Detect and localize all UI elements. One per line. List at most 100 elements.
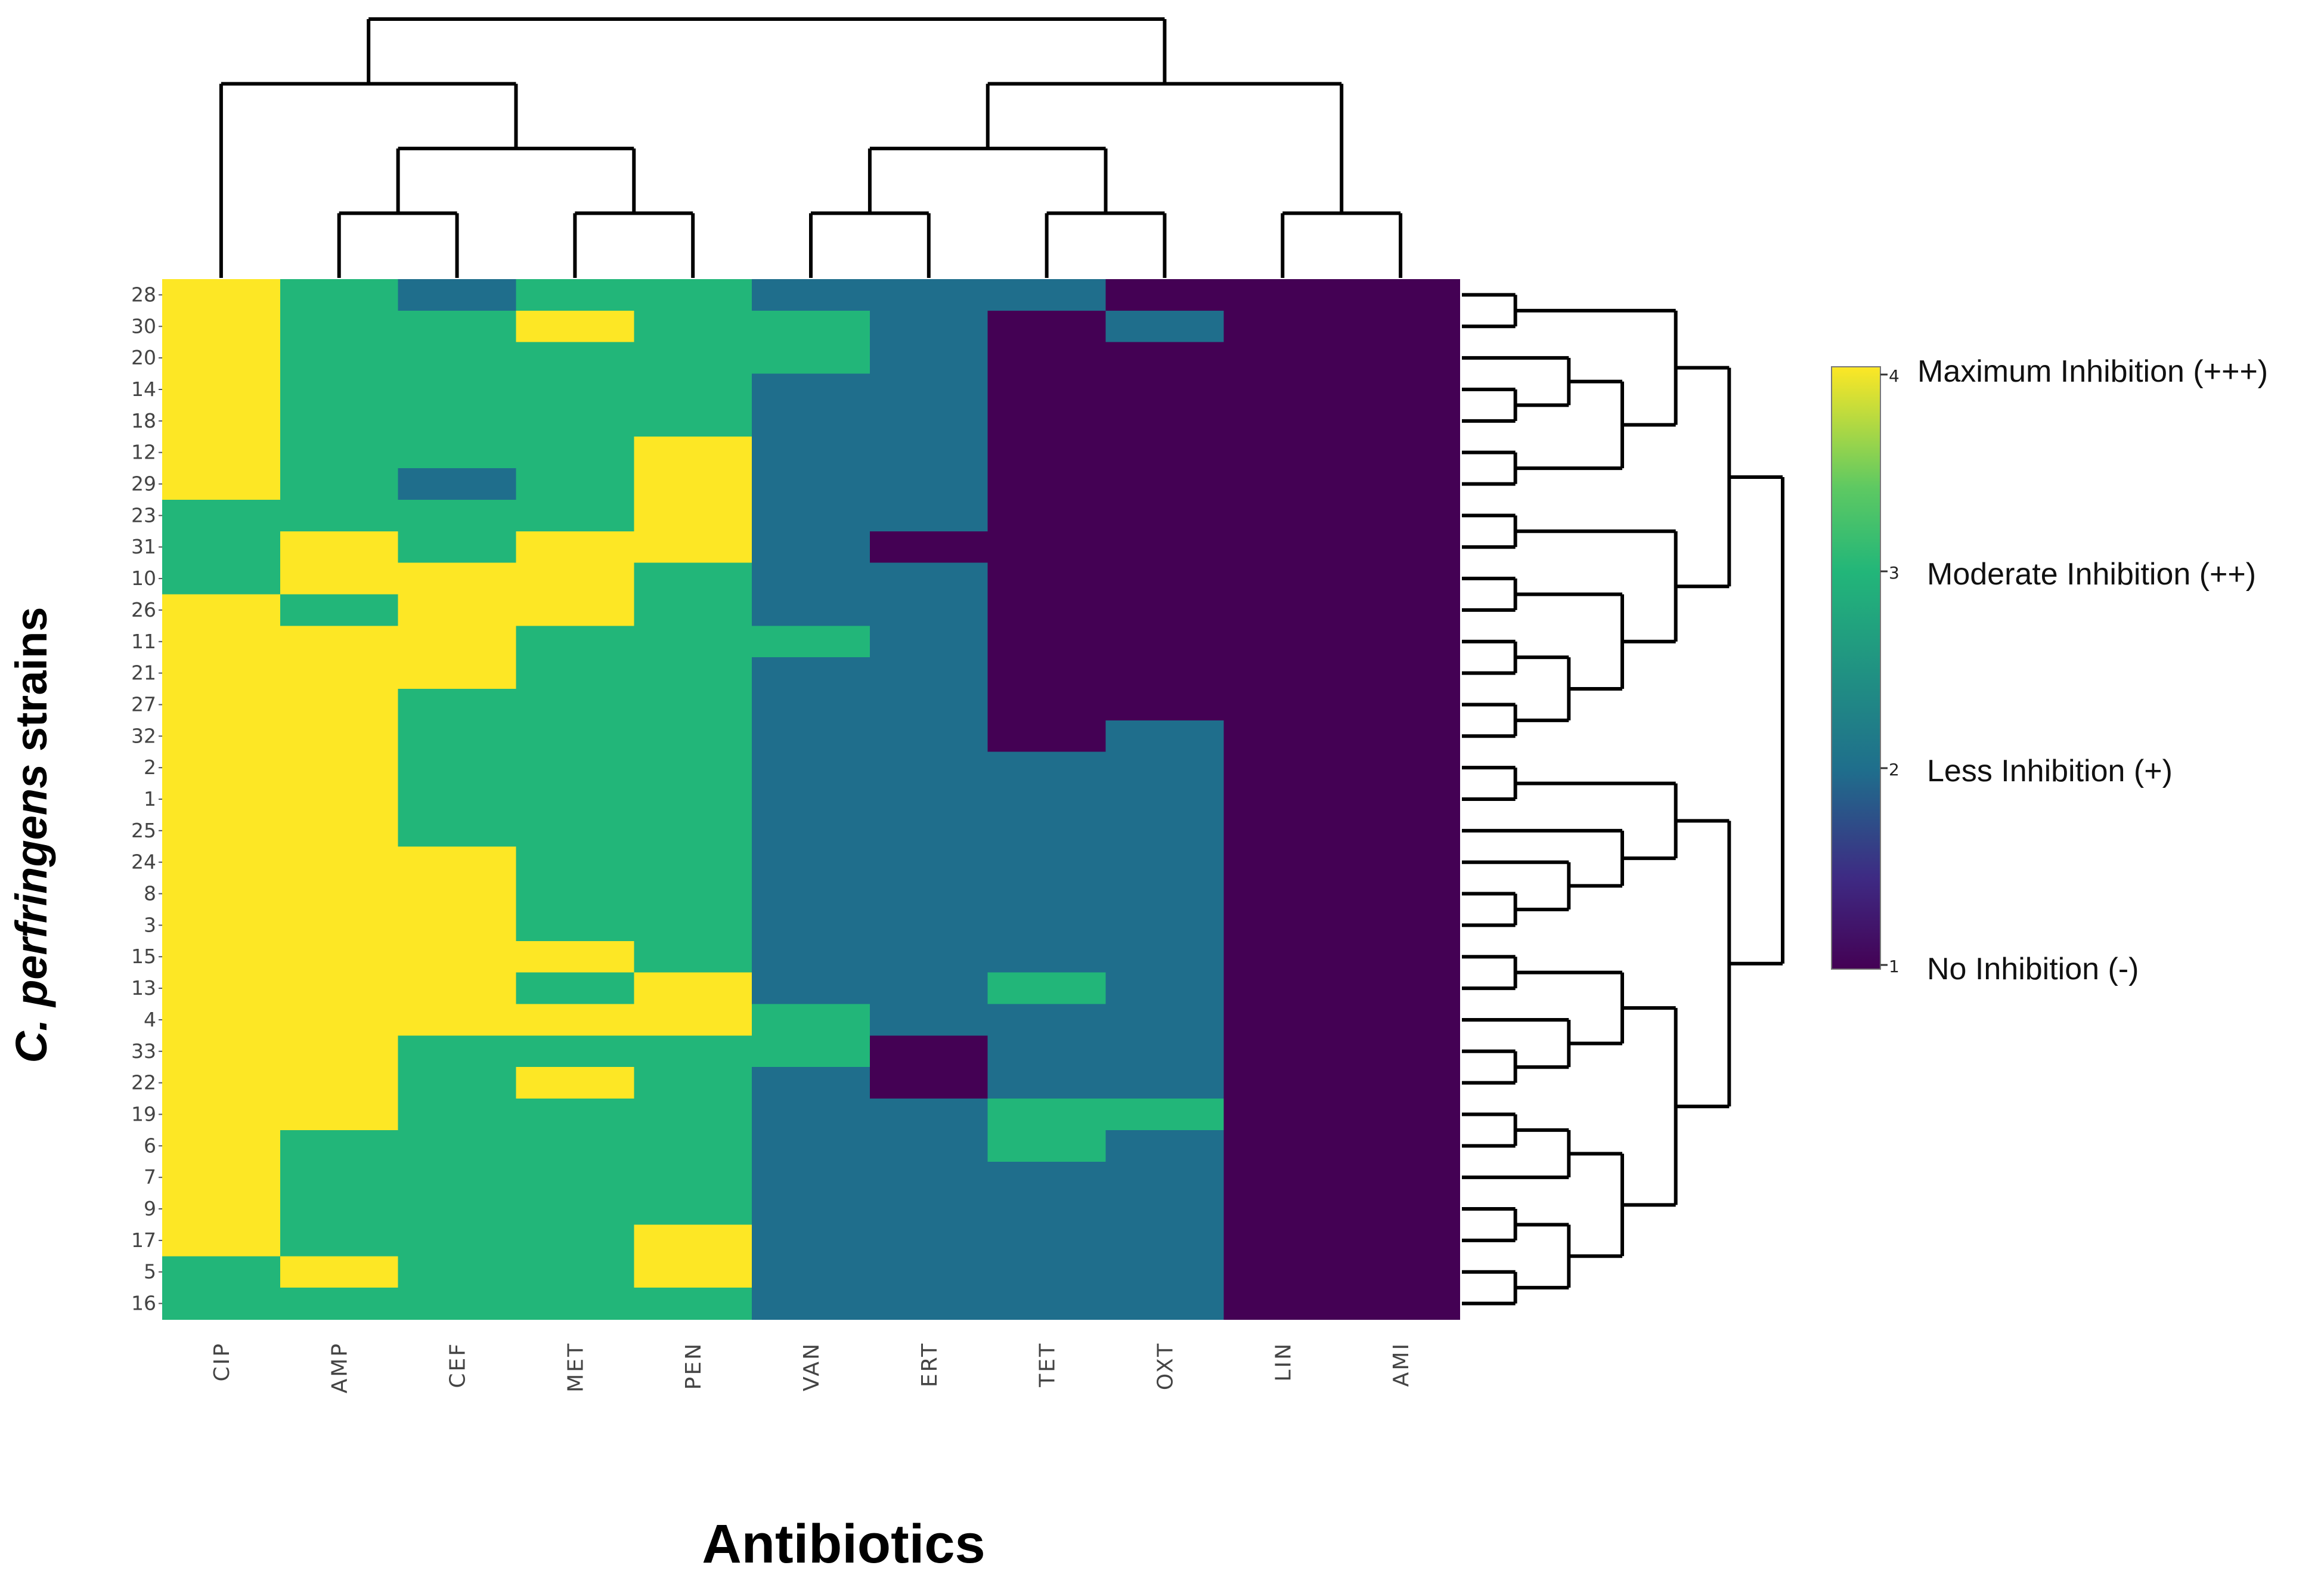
cell-15-PEN <box>634 940 752 973</box>
row-label-29: 29 <box>131 472 156 496</box>
cell-7-CIP <box>162 1161 281 1194</box>
cell-29-CIP <box>162 468 281 500</box>
cell-20-AMP <box>280 342 399 375</box>
cell-28-PEN <box>634 279 752 311</box>
cell-5-LIN <box>1223 1256 1342 1288</box>
cell-13-AMI <box>1341 972 1460 1005</box>
cell-27-PEN <box>634 689 752 721</box>
cell-18-CIP <box>162 405 281 438</box>
cell-27-OXT <box>1105 689 1225 721</box>
cell-3-AMI <box>1341 909 1460 942</box>
cell-3-AMP <box>280 909 399 942</box>
cell-26-CIP <box>162 594 281 627</box>
cell-16-OXT <box>1105 1288 1225 1320</box>
cell-4-AMP <box>280 1004 399 1037</box>
cell-15-ERT <box>869 940 989 973</box>
row-label-9: 9 <box>144 1197 156 1220</box>
cell-14-TET <box>987 373 1107 406</box>
cell-25-AMI <box>1341 815 1460 847</box>
row-label-7: 7 <box>144 1165 156 1189</box>
cell-11-VAN <box>752 626 870 658</box>
cell-23-AMP <box>280 499 399 532</box>
column-labels: CIP AMP CEF MET PEN VAN ERT TET OXT LIN AMI <box>210 1342 1414 1393</box>
cell-21-CEF <box>398 657 517 689</box>
cell-27-MET <box>516 689 635 721</box>
cell-31-ERT <box>869 531 989 564</box>
col-label-TET: TET <box>1036 1342 1060 1388</box>
cell-11-CIP <box>162 626 281 658</box>
cell-4-PEN <box>634 1004 752 1037</box>
cell-22-AMP <box>280 1067 399 1099</box>
cell-14-OXT <box>1105 373 1225 406</box>
cell-25-TET <box>987 815 1107 847</box>
cell-18-LIN <box>1223 405 1342 438</box>
cell-8-AMP <box>280 878 399 910</box>
cell-6-ERT <box>869 1130 989 1162</box>
cell-18-TET <box>987 405 1107 438</box>
cell-20-MET <box>516 342 635 375</box>
cell-25-VAN <box>752 815 870 847</box>
row-label-25: 25 <box>131 819 156 842</box>
cell-5-CEF <box>398 1256 517 1288</box>
cell-10-OXT <box>1105 562 1225 595</box>
heatmap-grid <box>162 279 1460 1320</box>
y-axis-title-suffix: strains <box>7 607 56 764</box>
row-label-10: 10 <box>131 567 156 590</box>
cell-29-LIN <box>1223 468 1342 500</box>
cell-14-VAN <box>752 373 870 406</box>
cell-31-AMI <box>1341 531 1460 564</box>
cell-6-VAN <box>752 1130 870 1162</box>
cell-4-CEF <box>398 1004 517 1037</box>
cell-19-AMI <box>1341 1099 1460 1131</box>
cell-28-ERT <box>869 279 989 311</box>
cell-25-CEF <box>398 815 517 847</box>
cell-28-AMP <box>280 279 399 311</box>
row-label-6: 6 <box>144 1134 156 1157</box>
cell-9-AMP <box>280 1193 399 1226</box>
row-label-5: 5 <box>144 1260 156 1283</box>
cell-29-ERT <box>869 468 989 500</box>
cell-33-MET <box>516 1035 635 1068</box>
cell-27-TET <box>987 689 1107 721</box>
y-axis-title: C. perfringens strains <box>7 607 56 1063</box>
cell-30-CEF <box>398 310 517 343</box>
cell-8-CEF <box>398 878 517 910</box>
column-dendrogram <box>219 17 1403 278</box>
cell-25-PEN <box>634 815 752 847</box>
cell-15-MET <box>516 940 635 973</box>
cell-6-AMP <box>280 1130 399 1162</box>
cell-13-TET <box>987 972 1107 1005</box>
cell-12-AMP <box>280 437 399 469</box>
cell-24-OXT <box>1105 846 1225 878</box>
cell-32-VAN <box>752 720 870 753</box>
col-label-AMP: AMP <box>328 1342 352 1393</box>
col-label-CIP: CIP <box>210 1342 234 1381</box>
cell-21-OXT <box>1105 657 1225 689</box>
cell-21-LIN <box>1223 657 1342 689</box>
cell-28-CIP <box>162 279 281 311</box>
cell-21-VAN <box>752 657 870 689</box>
cell-8-VAN <box>752 878 870 910</box>
row-label-8: 8 <box>144 882 156 905</box>
cell-8-MET <box>516 878 635 910</box>
cell-7-MET <box>516 1161 635 1194</box>
col-label-OXT: OXT <box>1154 1342 1178 1390</box>
cell-19-AMP <box>280 1099 399 1131</box>
cell-3-ERT <box>869 909 989 942</box>
cell-7-AMP <box>280 1161 399 1194</box>
cell-1-CEF <box>398 783 517 816</box>
col-label-AMI: AMI <box>1389 1342 1414 1387</box>
cell-19-LIN <box>1223 1099 1342 1131</box>
cell-31-LIN <box>1223 531 1342 564</box>
cell-8-OXT <box>1105 878 1225 910</box>
cell-30-AMI <box>1341 310 1460 343</box>
legend-tick-label-4: 4 <box>1889 366 1900 386</box>
cell-28-VAN <box>752 279 870 311</box>
cell-1-VAN <box>752 783 870 816</box>
col-label-LIN: LIN <box>1271 1342 1296 1382</box>
cell-1-MET <box>516 783 635 816</box>
cell-31-TET <box>987 531 1107 564</box>
cell-19-CIP <box>162 1099 281 1131</box>
x-axis-title: Antibiotics <box>702 1514 985 1574</box>
